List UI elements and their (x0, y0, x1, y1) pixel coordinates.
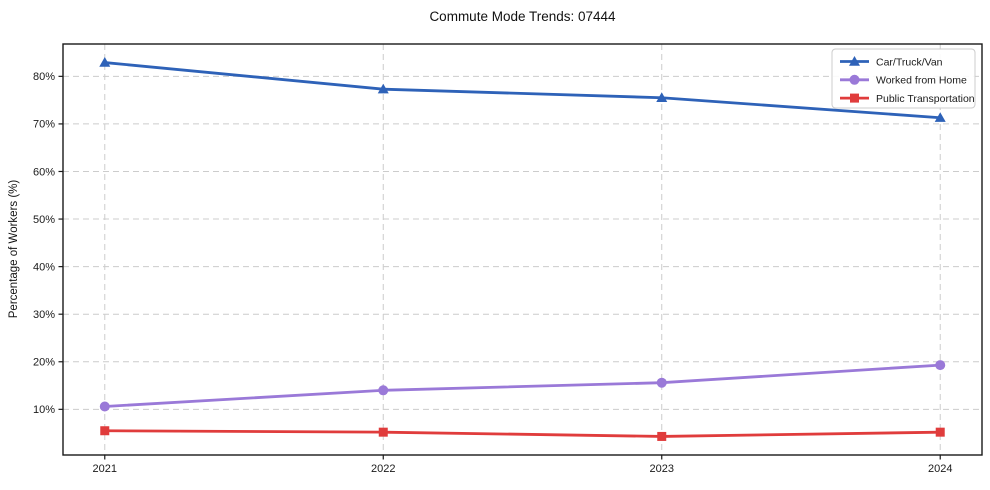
circle-marker (935, 360, 946, 371)
series-line-car-truck-van (103, 61, 942, 120)
triangle-marker (849, 56, 860, 66)
gridlines (63, 44, 982, 455)
series-public-transportation (100, 426, 945, 441)
y-tick-label: 50% (33, 214, 55, 226)
triangle-marker (934, 112, 946, 122)
y-tick-label: 70% (33, 119, 55, 131)
legend: Car/Truck/Van Worked from Home Public Tran… (831, 48, 976, 109)
y-tick-label: 20% (33, 357, 55, 369)
square-marker (657, 431, 667, 441)
triangle-marker (656, 92, 668, 102)
y-tick-label: 10% (33, 404, 55, 416)
y-tick-label: 40% (33, 261, 55, 273)
y-tick-label: 80% (33, 71, 55, 83)
square-marker (100, 426, 110, 436)
series-line-public-transportation (103, 429, 942, 438)
y-tick-label: 60% (33, 166, 55, 178)
x-tick-label: 2022 (371, 463, 395, 475)
triangle-marker (99, 57, 111, 67)
circle-marker (99, 401, 110, 412)
chart-title: Commute Mode Trends: 07444 (429, 9, 616, 24)
legend-label: Car/Truck/Van (876, 56, 943, 68)
legend-box (831, 48, 976, 109)
series-line-worked-from-home (103, 363, 942, 408)
circle-marker (849, 74, 860, 85)
square-marker (935, 427, 945, 437)
series-worked-from-home (99, 360, 946, 412)
series-car-truck-van (99, 57, 946, 122)
legend-label: Worked from Home (876, 75, 967, 87)
x-tick-label: 2021 (93, 463, 117, 475)
x-tick-label: 2024 (928, 463, 952, 475)
circle-marker (378, 385, 389, 396)
x-tick-label: 2023 (650, 463, 674, 475)
axis-ticks (58, 75, 941, 460)
y-tick-label: 30% (33, 309, 55, 321)
legend-item-public-transportation: Public Transportation (840, 93, 975, 105)
plot-border (62, 43, 983, 456)
legend-item-worked-from-home: Worked from Home (840, 75, 967, 87)
square-marker (378, 427, 388, 437)
legend-item-car-truck-van: Car/Truck/Van (840, 56, 943, 68)
square-marker (850, 93, 859, 103)
legend-label: Public Transportation (876, 93, 975, 105)
circle-marker (656, 377, 667, 388)
triangle-marker (377, 83, 389, 94)
